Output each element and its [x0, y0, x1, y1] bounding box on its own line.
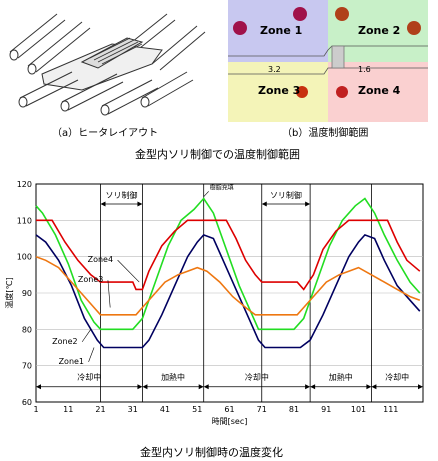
phase-arrow-head	[203, 384, 209, 390]
zone4-heater-dot	[336, 86, 348, 98]
zone3-heater-dot	[296, 86, 308, 98]
x-axis-label: 時間[sec]	[212, 417, 248, 426]
y-tick-label: 60	[22, 398, 32, 407]
series-pointer	[117, 259, 140, 283]
warp-control-arrow-head	[305, 201, 311, 207]
heater-rod	[60, 73, 124, 112]
zone4-label: Zone 4	[358, 84, 401, 97]
phase-arrow-head	[142, 384, 148, 390]
phase-arrow-head	[36, 384, 41, 390]
zone1-heater-dot	[293, 7, 307, 21]
phase-label: 冷却中	[245, 372, 269, 382]
heater-layout-drawing	[9, 13, 206, 116]
zone2-label: Zone 2	[358, 24, 400, 37]
warp-control-arrow-head	[137, 201, 143, 207]
heater-rod	[140, 71, 194, 108]
warp-control-label: ソリ制御	[270, 190, 302, 200]
phase-arrow-head	[310, 384, 316, 390]
series-label-zone4: Zone4	[88, 255, 113, 264]
series-line-zone3	[35, 255, 421, 316]
x-tick-label: 11	[63, 405, 73, 414]
heater-rod	[18, 71, 79, 108]
zone1-heater-dot	[233, 21, 247, 35]
warp-control-arrow-head	[261, 201, 267, 207]
zone1-label: Zone 1	[260, 24, 302, 37]
phase-arrow-head	[418, 384, 423, 390]
x-tick-label: 111	[383, 405, 398, 414]
heater-rod	[151, 25, 206, 71]
x-tick-label: 81	[289, 405, 299, 414]
zone2-heater-dot	[335, 7, 349, 21]
y-tick-label: 70	[22, 362, 32, 371]
part-cross-section	[228, 45, 428, 75]
figure-title-top: 金型内ソリ制御での温度制御範囲	[135, 148, 300, 161]
mold-body	[41, 37, 163, 91]
phase-arrow-head	[366, 384, 372, 390]
series-line-zone4	[36, 219, 421, 291]
dim-right-label: 1.6	[358, 65, 371, 74]
zone3-label: Zone 3	[258, 84, 300, 97]
zone-diagram-caption: （b）温度制御範囲	[282, 128, 369, 139]
x-tick-label: 21	[95, 405, 105, 414]
series-pointer	[107, 280, 111, 308]
resin-fill-label: 樹脂充填	[210, 183, 234, 191]
x-tick-label: 91	[321, 405, 331, 414]
x-tick-label: 41	[160, 405, 170, 414]
series-label-zone1: Zone1	[59, 357, 84, 366]
y-tick-label: 100	[17, 253, 32, 262]
dim-left-label: 3.2	[268, 65, 281, 74]
series-pointer	[88, 347, 95, 362]
series-label-zone2: Zone2	[52, 337, 77, 346]
series-pointer	[81, 329, 92, 343]
zone-diagram: Zone 1 Zone 2 Zone 3 Zone 4 3.2 1.6	[228, 0, 428, 122]
x-tick-label: 71	[257, 405, 267, 414]
heater-rod	[27, 21, 91, 75]
x-tick-label: 1	[33, 405, 38, 414]
x-tick-label: 51	[192, 405, 202, 414]
x-tick-label: 101	[351, 405, 366, 414]
warp-control-label: ソリ制御	[105, 190, 137, 200]
x-tick-label: 61	[224, 405, 234, 414]
warp-control-arrow-head	[100, 201, 106, 207]
y-tick-label: 80	[22, 325, 32, 334]
heater-rod	[9, 13, 66, 61]
heater-rod	[100, 79, 159, 116]
phase-arrow-head	[198, 384, 204, 390]
zone2-heater-dot	[407, 21, 421, 35]
phase-arrow-head	[137, 384, 143, 390]
series-label-zone3: Zone3	[78, 275, 103, 284]
phase-arrow-head	[305, 384, 311, 390]
phase-label: 冷却中	[77, 372, 101, 382]
phase-label: 加熱中	[329, 372, 353, 382]
y-tick-label: 90	[22, 289, 32, 298]
y-tick-label: 120	[17, 180, 32, 189]
series-line-zone2	[35, 197, 421, 331]
series-line-zone1	[35, 233, 421, 349]
y-tick-label: 110	[17, 216, 32, 225]
x-tick-label: 31	[128, 405, 138, 414]
phase-label: 冷却中	[385, 372, 409, 382]
y-axis-label: 温度[℃]	[4, 277, 14, 308]
phase-label: 加熱中	[161, 372, 185, 382]
phase-arrow-head	[371, 384, 377, 390]
zone3-area	[228, 62, 328, 122]
figure-title-bottom: 金型内ソリ制御時の温度変化	[140, 446, 283, 459]
resin-fill-pointer	[203, 191, 209, 197]
heater-layout-caption: （a）ヒータレイアウト	[52, 128, 159, 139]
